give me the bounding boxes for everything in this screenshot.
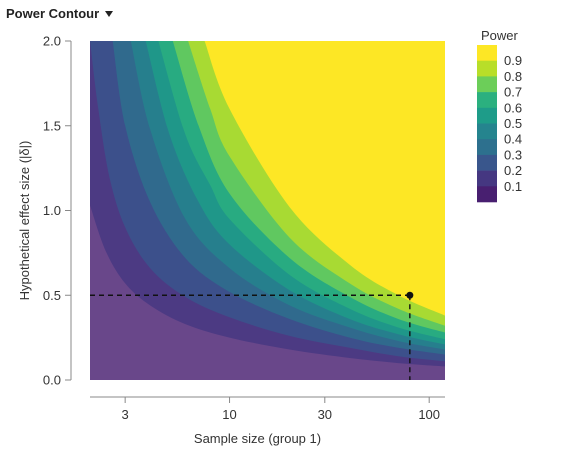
legend-swatch [477, 60, 497, 77]
y-axis-title: Hypothetical effect size (|δ|) [17, 141, 32, 301]
legend-swatch [477, 76, 497, 93]
legend-swatch [477, 45, 497, 61]
legend-label: 0.2 [504, 163, 522, 178]
y-tick-label: 0.5 [43, 288, 61, 303]
legend-label: 0.7 [504, 85, 522, 100]
y-tick-label: 1.0 [43, 203, 61, 218]
legend-swatch [477, 186, 497, 203]
legend-title: Power [481, 28, 519, 43]
y-tick-label: 2.0 [43, 34, 61, 49]
x-tick-label: 30 [318, 407, 332, 422]
reference-point [406, 291, 414, 299]
legend-swatch [477, 139, 497, 156]
caret-down-icon[interactable] [105, 10, 114, 17]
contour-area [90, 41, 445, 380]
x-axis-title: Sample size (group 1) [194, 431, 321, 446]
legend-swatch [477, 154, 497, 171]
legend-label: 0.9 [504, 53, 522, 68]
legend-label: 0.6 [504, 100, 522, 115]
x-tick-label: 100 [418, 407, 440, 422]
x-tick-label: 10 [222, 407, 236, 422]
legend-label: 0.5 [504, 116, 522, 131]
x-tick-label: 3 [122, 407, 129, 422]
legend-swatch [477, 170, 497, 187]
legend-swatch [477, 123, 497, 140]
legend-label: 0.1 [504, 179, 522, 194]
legend-label: 0.8 [504, 69, 522, 84]
legend-swatch [477, 107, 497, 124]
panel-title: Power Contour [6, 5, 100, 21]
legend-label: 0.4 [504, 132, 522, 147]
legend-swatch [477, 92, 497, 109]
y-tick-label: 1.5 [43, 118, 61, 133]
contour-band-0-9 [90, 41, 445, 316]
panel-header[interactable]: Power Contour [6, 4, 114, 22]
legend-label: 0.3 [504, 147, 522, 162]
y-tick-label: 0.0 [43, 373, 61, 388]
